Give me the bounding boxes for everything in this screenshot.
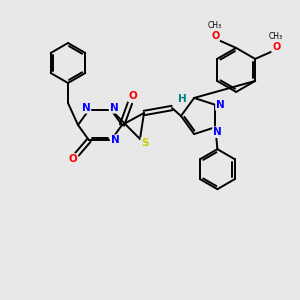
Text: N: N: [110, 103, 118, 113]
Text: O: O: [129, 91, 137, 101]
Text: N: N: [213, 127, 222, 137]
Text: O: O: [272, 42, 280, 52]
Text: O: O: [69, 154, 77, 164]
Text: N: N: [111, 135, 119, 145]
Text: S: S: [141, 138, 149, 148]
Text: CH₃: CH₃: [269, 32, 283, 41]
Text: O: O: [211, 31, 219, 41]
Text: N: N: [216, 100, 225, 110]
Text: H: H: [178, 94, 186, 104]
Text: CH₃: CH₃: [208, 21, 222, 30]
Text: N: N: [82, 103, 90, 113]
